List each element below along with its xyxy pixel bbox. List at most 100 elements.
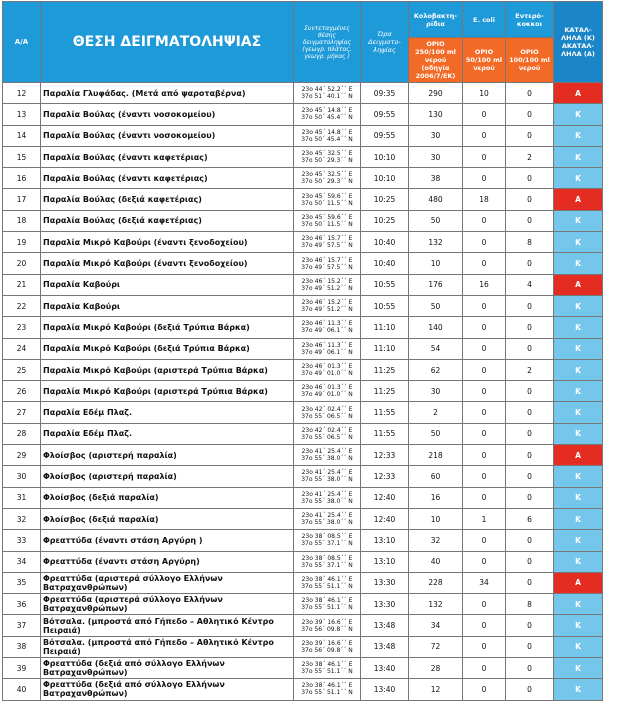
coliform: 40 <box>408 550 463 573</box>
status: Κ <box>553 337 603 360</box>
status: Κ <box>553 380 603 403</box>
coord-line: 37ο 56΄ 09.8΄΄ Ν <box>301 646 353 654</box>
enterococci: 0 <box>505 209 554 233</box>
time: 13:30 <box>360 571 409 595</box>
coliform: 30 <box>408 124 463 147</box>
status: Κ <box>553 635 603 659</box>
row-number: 18 <box>2 209 41 233</box>
time: 12:33 <box>360 444 409 467</box>
ecoli: 10 <box>462 81 506 105</box>
enterococci: 6 <box>505 507 554 531</box>
enterococci: 0 <box>505 444 554 467</box>
table-row: 23 Παραλία Μικρό Καβούρι (δεξιά Τρύπια Βά… <box>2 316 603 339</box>
status: Κ <box>553 252 603 275</box>
coliform: 54 <box>408 337 463 360</box>
row-number: 17 <box>2 188 41 211</box>
row-number: 21 <box>2 273 41 296</box>
coliform: 10 <box>408 252 463 275</box>
coords: 23ο 45΄ 59.6΄΄ Ε 37ο 50΄ 11.5΄΄ Ν <box>293 209 361 233</box>
place: Παραλία Βούλας (δεξιά καφετέριας) <box>40 209 294 233</box>
place: Φρεαττύδα (αριστερά σύλλογο Ελλήνων Βατρ… <box>40 593 294 616</box>
status: Κ <box>553 529 603 552</box>
time: 10:55 <box>360 273 409 296</box>
coords: 23ο 42΄ 02.4΄΄ Ε 37ο 55΄ 06.5΄΄ Ν <box>293 401 361 424</box>
status: Κ <box>553 614 603 637</box>
coord-line: 23ο 38΄ 46.1΄΄ Ε <box>301 682 353 690</box>
coords: 23ο 45΄ 32.5΄΄ Ε 37ο 50΄ 29.3΄΄ Ν <box>293 167 361 190</box>
coord-line: 37ο 55΄ 51.1΄΄ Ν <box>301 582 353 590</box>
coord-line: 23ο 41΄ 25.4΄΄ Ε <box>301 490 353 498</box>
coords: 23ο 46΄ 15.7΄΄ Ε 37ο 49΄ 57.5΄΄ Ν <box>293 252 361 275</box>
results-table: Α/Α ΘΕΣΗ ΔΕΙΓΜΑΤΟΛΗΨΙΑΣ Συντεταγμένες θέ… <box>2 1 603 701</box>
coord-line: 37ο 50΄ 11.5΄΄ Ν <box>301 199 353 207</box>
status: Α <box>553 81 603 105</box>
row-number: 29 <box>2 444 41 467</box>
coord-line: 37ο 50΄ 45.4΄΄ Ν <box>301 114 353 122</box>
status: Κ <box>553 486 603 509</box>
enterococci: 0 <box>505 337 554 360</box>
ecoli: 0 <box>462 231 506 254</box>
row-number: 16 <box>2 167 41 190</box>
table-row: 33 Φρεαττύδα (έναντι στάση Αργύρη ) 23ο 38… <box>2 529 603 552</box>
coords: 23ο 38΄ 08.5΄΄ Ε 37ο 55΄ 37.1΄΄ Ν <box>293 550 361 573</box>
row-number: 27 <box>2 401 41 424</box>
coord-line: 23ο 44΄ 52.2΄΄ Ε <box>301 86 353 94</box>
coord-line: 23ο 45΄ 32.5΄΄ Ε <box>301 171 353 179</box>
coliform: 30 <box>408 145 463 169</box>
coord-line: 23ο 46΄ 11.3΄΄ Ε <box>301 320 353 328</box>
ecoli: 0 <box>462 678 506 701</box>
coords: 23ο 45΄ 32.5΄΄ Ε 37ο 50΄ 29.3΄΄ Ν <box>293 145 361 169</box>
row-number: 30 <box>2 465 41 488</box>
status: Κ <box>553 231 603 254</box>
coords: 23ο 41΄ 25.4΄΄ Ε 37ο 55΄ 38.0΄΄ Ν <box>293 465 361 488</box>
coliform: 72 <box>408 635 463 659</box>
coord-line: 37ο 50΄ 29.3΄΄ Ν <box>301 178 353 186</box>
ecoli: 0 <box>462 401 506 424</box>
coliform: 50 <box>408 422 463 446</box>
ecoli: 0 <box>462 465 506 488</box>
enterococci: 0 <box>505 422 554 446</box>
table-row: 16 Παραλία Βούλας (έναντι καφετέριας) 23ο … <box>2 167 603 190</box>
row-number: 15 <box>2 145 41 169</box>
table-body: 12 Παραλία Γλυφάδας. (Μετά από ψαροταβέρν… <box>2 81 603 701</box>
row-number: 38 <box>2 635 41 659</box>
status: Κ <box>553 465 603 488</box>
status: Α <box>553 188 603 211</box>
table-row: 34 Φρεαττύδα (έναντι στάση Αργύρη) 23ο 38΄… <box>2 550 603 573</box>
place: Παραλία Μικρό Καβούρι (δεξιά Τρύπια Βάρκ… <box>40 337 294 360</box>
place: Φλοίσβος (αριστερή παραλία) <box>40 465 294 488</box>
time: 12:40 <box>360 486 409 509</box>
ecoli: 0 <box>462 294 506 318</box>
coord-line: 23ο 45΄ 14.8΄΄ Ε <box>301 128 353 136</box>
time: 12:40 <box>360 507 409 531</box>
coords: 23ο 41΄ 25.4΄΄ Ε 37ο 55΄ 38.0΄΄ Ν <box>293 507 361 531</box>
time: 13:48 <box>360 635 409 659</box>
time: 10:40 <box>360 231 409 254</box>
coliform: 38 <box>408 167 463 190</box>
enterococci: 0 <box>505 294 554 318</box>
time: 09:35 <box>360 81 409 105</box>
header-entero: Εντερό-κοκκοι <box>505 1 554 38</box>
table-row: 15 Παραλία Βούλας (έναντι καφετέριας) 23ο … <box>2 145 603 169</box>
enterococci: 0 <box>505 550 554 573</box>
place: Παραλία Εδέμ Πλαζ. <box>40 422 294 446</box>
coord-line: 23ο 38΄ 08.5΄΄ Ε <box>301 533 353 541</box>
time: 09:55 <box>360 103 409 126</box>
ecoli: 0 <box>462 444 506 467</box>
coord-line: 23ο 45΄ 59.6΄΄ Ε <box>301 192 353 200</box>
coliform: 290 <box>408 81 463 105</box>
coords: 23ο 46΄ 01.3΄΄ Ε 37ο 49΄ 01.0΄΄ Ν <box>293 380 361 403</box>
ecoli: 0 <box>462 380 506 403</box>
coord-line: 23ο 45΄ 59.6΄΄ Ε <box>301 213 353 221</box>
place: Παραλία Καβούρι <box>40 273 294 296</box>
place: Φρεαττύδα (αριστερά σύλλογο Ελλήνων Βατρ… <box>40 571 294 595</box>
row-number: 35 <box>2 571 41 595</box>
status: Κ <box>553 507 603 531</box>
table-row: 37 Βότσαλα. (μπροστά από Γήπεδο – Αθλητικ… <box>2 614 603 637</box>
time: 10:10 <box>360 167 409 190</box>
status: Κ <box>553 593 603 616</box>
coord-line: 23ο 46΄ 01.3΄΄ Ε <box>301 363 353 370</box>
table-row: 25 Παραλία Μικρό Καβούρι (αριστερά Τρύπια… <box>2 358 603 382</box>
ecoli: 34 <box>462 571 506 595</box>
